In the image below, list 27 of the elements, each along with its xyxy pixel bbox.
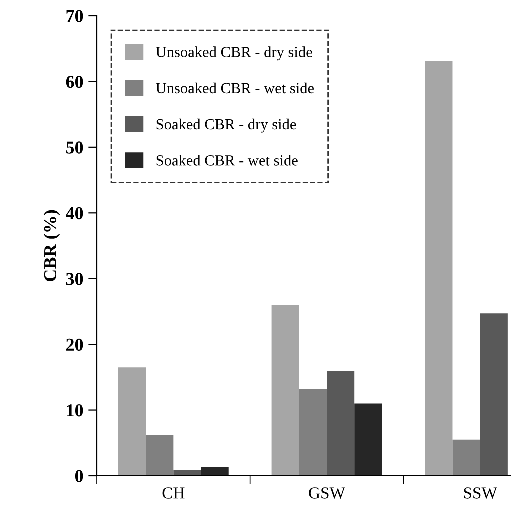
bar	[452, 440, 480, 476]
y-tick-label: 70	[66, 10, 84, 22]
bar	[354, 404, 382, 476]
bar	[201, 467, 229, 476]
bar	[272, 305, 300, 476]
y-tick-label: 20	[66, 338, 84, 352]
bar	[327, 372, 355, 476]
legend-label: Soaked CBR - dry side	[156, 118, 296, 133]
bar	[174, 470, 202, 476]
bar	[146, 435, 174, 476]
y-tick-label: 10	[67, 404, 84, 417]
legend-label: Unsoaked CBR - dry side	[156, 46, 312, 61]
y-tick-label: 40	[66, 207, 84, 220]
legend-label: Unsoaked CBR - wet side	[156, 82, 314, 94]
y-tick-label: 60	[66, 76, 84, 88]
x-tick-label: GSW	[309, 488, 346, 499]
x-tick-label: CH	[162, 488, 185, 499]
y-tick-label: 50	[66, 142, 84, 154]
bar	[118, 368, 146, 476]
y-tick-label: 30	[66, 273, 84, 286]
bar	[425, 61, 453, 476]
bar	[480, 314, 508, 476]
x-tick-label: SSW	[464, 488, 498, 499]
legend-label: Soaked CBR - wet side	[156, 155, 298, 166]
bar	[299, 389, 327, 476]
y-tick-label: 0	[75, 470, 84, 482]
y-axis-title: CBR (%)	[44, 210, 60, 282]
